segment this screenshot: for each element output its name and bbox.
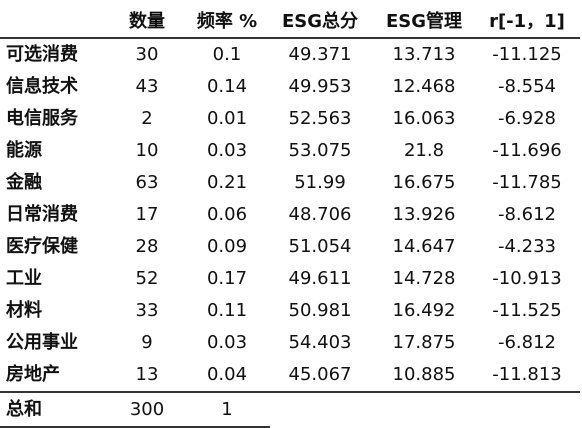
cell-count: 30 xyxy=(135,44,159,65)
cell-esg-management: 14.728 xyxy=(392,268,456,289)
cell-esg-management: 16.675 xyxy=(392,172,456,193)
cell-r: -8.554 xyxy=(497,76,557,97)
cell-r: -10.913 xyxy=(492,268,562,289)
cell-frequency: 0.04 xyxy=(188,359,270,393)
industry-esg-table: 数量 频率 % ESG总分 ESG管理 r[-1，1] 可选消费 30 0.1 … xyxy=(0,6,580,428)
cell-count: 9 xyxy=(141,332,153,353)
cell-r: -4.233 xyxy=(497,236,557,257)
total-empty-cell xyxy=(478,392,580,427)
cell-esg-management: 14.647 xyxy=(392,236,456,257)
row-label: 公用事业 xyxy=(6,332,78,353)
table-row: 电信服务 2 0.01 52.563 16.063 -6.928 xyxy=(0,103,580,135)
row-label: 材料 xyxy=(6,300,42,321)
cell-count: 33 xyxy=(135,300,159,321)
total-count: 300 xyxy=(110,392,188,428)
cell-esg-total: 45.067 xyxy=(270,359,374,393)
header-esg-management: ESG管理 xyxy=(374,6,478,39)
cell-count: 63 xyxy=(135,172,159,193)
table-row: 可选消费 30 0.1 49.371 13.713 -11.125 xyxy=(0,38,580,71)
row-label: 日常消费 xyxy=(6,204,78,225)
cell-esg-total: 49.371 xyxy=(288,44,352,65)
total-label: 总和 xyxy=(0,392,110,428)
row-label: 房地产 xyxy=(0,359,110,393)
cell-count: 28 xyxy=(135,236,159,257)
row-label: 工业 xyxy=(6,268,42,289)
table-row: 金融 63 0.21 51.99 16.675 -11.785 xyxy=(0,167,580,199)
cell-frequency: 0.06 xyxy=(206,204,248,225)
cell-r: -11.525 xyxy=(492,300,562,321)
row-label: 医疗保健 xyxy=(6,236,78,257)
cell-esg-management: 16.492 xyxy=(392,300,456,321)
cell-esg-management: 16.063 xyxy=(392,108,456,129)
header-category xyxy=(0,6,110,39)
cell-frequency: 0.03 xyxy=(206,140,248,161)
cell-r: -11.696 xyxy=(492,140,562,161)
cell-frequency: 0.21 xyxy=(206,172,248,193)
cell-r: -6.928 xyxy=(497,108,557,129)
cell-r: -11.785 xyxy=(492,172,562,193)
table-row: 工业 52 0.17 49.611 14.728 -10.913 xyxy=(0,263,580,295)
cell-esg-total: 51.054 xyxy=(288,236,352,257)
cell-r: -8.612 xyxy=(497,204,557,225)
cell-r: -6.812 xyxy=(497,332,557,353)
cell-esg-total: 49.611 xyxy=(288,268,352,289)
total-row: 总和 300 1 xyxy=(0,392,580,428)
cell-count: 13 xyxy=(110,359,188,393)
cell-esg-management: 13.926 xyxy=(392,204,456,225)
row-label: 电信服务 xyxy=(6,108,78,129)
header-esg-total: ESG总分 xyxy=(270,6,374,39)
table-row: 能源 10 0.03 53.075 21.8 -11.696 xyxy=(0,135,580,167)
header-frequency: 频率 % xyxy=(188,6,270,39)
cell-frequency: 0.09 xyxy=(206,236,248,257)
table-row: 信息技术 43 0.14 49.953 12.468 -8.554 xyxy=(0,71,580,103)
cell-frequency: 0.1 xyxy=(212,44,242,65)
header-row: 数量 频率 % ESG总分 ESG管理 r[-1，1] xyxy=(0,6,580,39)
header-r: r[-1，1] xyxy=(478,6,580,39)
cell-count: 52 xyxy=(135,268,159,289)
cell-esg-total: 49.953 xyxy=(288,76,352,97)
cell-frequency: 0.14 xyxy=(206,76,248,97)
cell-esg-total: 54.403 xyxy=(288,332,352,353)
table-row: 医疗保健 28 0.09 51.054 14.647 -4.233 xyxy=(0,231,580,263)
cell-esg-management: 21.8 xyxy=(403,140,445,161)
cell-count: 17 xyxy=(135,204,159,225)
cell-count: 2 xyxy=(141,108,153,129)
table-row: 材料 33 0.11 50.981 16.492 -11.525 xyxy=(0,295,580,327)
total-empty-cell xyxy=(374,392,478,427)
cell-esg-management: 13.713 xyxy=(392,44,456,65)
cell-count: 43 xyxy=(135,76,159,97)
row-label: 能源 xyxy=(6,140,42,161)
cell-frequency: 0.17 xyxy=(206,268,248,289)
table-row: 公用事业 9 0.03 54.403 17.875 -6.812 xyxy=(0,327,580,359)
header-count: 数量 xyxy=(110,6,188,39)
total-empty-cell xyxy=(270,392,374,427)
table-row: 日常消费 17 0.06 48.706 13.926 -8.612 xyxy=(0,199,580,231)
cell-r: -11.813 xyxy=(478,359,580,393)
table-row: 房地产 13 0.04 45.067 10.885 -11.813 xyxy=(0,359,580,393)
row-label: 信息技术 xyxy=(6,76,78,97)
cell-frequency: 0.03 xyxy=(206,332,248,353)
row-label: 可选消费 xyxy=(6,44,78,65)
cell-frequency: 0.11 xyxy=(206,300,248,321)
cell-esg-total: 50.981 xyxy=(288,300,352,321)
cell-count: 10 xyxy=(135,140,159,161)
cell-esg-management: 10.885 xyxy=(374,359,478,393)
cell-esg-total: 53.075 xyxy=(288,140,352,161)
total-frequency: 1 xyxy=(188,392,270,428)
cell-r: -11.125 xyxy=(492,44,562,65)
cell-esg-management: 12.468 xyxy=(392,76,456,97)
row-label: 金融 xyxy=(6,172,42,193)
cell-esg-total: 51.99 xyxy=(294,172,346,193)
cell-esg-total: 48.706 xyxy=(288,204,352,225)
cell-frequency: 0.01 xyxy=(206,108,248,129)
cell-esg-management: 17.875 xyxy=(392,332,456,353)
cell-esg-total: 52.563 xyxy=(288,108,352,129)
